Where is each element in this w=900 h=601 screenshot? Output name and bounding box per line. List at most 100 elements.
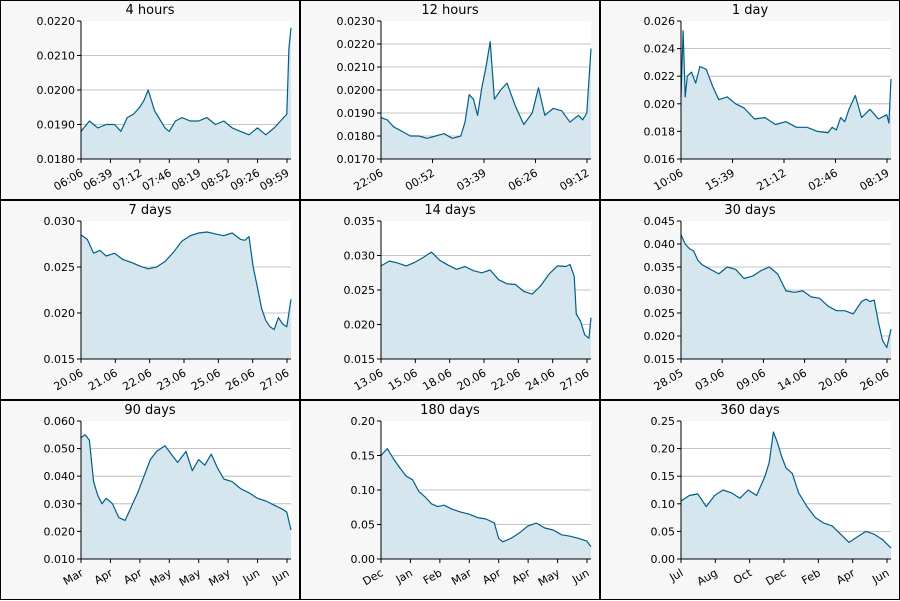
y-tick-label: 0.040 xyxy=(44,470,76,483)
chart-panel: 7 days 0.015 0.020 0.025 0.030 20.06 21.06 22.0… xyxy=(0,200,300,400)
y-tick-label: 0.0220 xyxy=(37,15,76,28)
y-tick-label: 0.15 xyxy=(351,450,376,463)
y-tick-label: 0.030 xyxy=(44,215,76,228)
y-tick-label: 0.0190 xyxy=(337,107,376,120)
x-tick-label: 08:19 xyxy=(169,166,203,193)
y-tick-label: 0.020 xyxy=(344,319,376,332)
y-tick-label: 0.0230 xyxy=(337,15,376,28)
chart-title: 30 days xyxy=(724,203,776,218)
y-tick-label: 0.0170 xyxy=(337,153,376,166)
x-tick-label: 09.06 xyxy=(734,366,768,393)
y-tick-label: 0.025 xyxy=(344,284,376,297)
y-tick-label: 0.0200 xyxy=(337,84,376,97)
x-tick-label: 09:59 xyxy=(258,166,292,193)
y-tick-label: 0.050 xyxy=(44,443,76,456)
series-line xyxy=(380,251,592,339)
chart-svg: 0.016 0.018 0.020 0.022 0.024 0.026 10:06 15:39… xyxy=(644,15,892,193)
y-tick-label: 0.030 xyxy=(344,250,376,263)
y-tick-label: 0.016 xyxy=(644,153,676,166)
y-tick-label: 0.035 xyxy=(644,261,676,274)
y-tick-label: 0.0180 xyxy=(37,153,76,166)
x-tick-label: 10:06 xyxy=(652,166,686,193)
chart-svg: 0.0170 0.0180 0.0190 0.0200 0.0210 0.0220 0.02… xyxy=(337,15,592,193)
x-tick-label: 03:39 xyxy=(455,166,489,193)
y-tick-label: 0.026 xyxy=(644,15,676,28)
x-tick-label: Mar xyxy=(61,566,86,588)
chart-svg: 0.015 0.020 0.025 0.030 20.06 21.06 22.06 23.06… xyxy=(44,215,292,393)
x-tick-label: Jun xyxy=(569,566,591,586)
y-tick-label: 0.018 xyxy=(644,125,676,138)
y-tick-label: 0.010 xyxy=(44,553,76,566)
y-tick-label: 0.05 xyxy=(351,519,376,532)
series-line xyxy=(80,231,292,331)
chart-panel: 30 days 0.015 0.020 0.025 0.030 0.035 0.040 0.0… xyxy=(600,200,900,400)
x-tick-label: Apr xyxy=(510,566,533,587)
y-tick-label: 0.00 xyxy=(351,553,376,566)
chart-panel: 1 day 0.016 0.018 0.020 0.022 0.024 0.026 10:06… xyxy=(600,0,900,200)
y-tick-label: 0.025 xyxy=(44,261,76,274)
series-line xyxy=(380,41,592,139)
y-tick-label: 0.022 xyxy=(644,70,676,83)
x-tick-label: 14.06 xyxy=(775,366,809,393)
series-area xyxy=(681,432,891,559)
x-tick-label: Aug xyxy=(695,566,720,588)
x-tick-label: Oct xyxy=(731,566,755,587)
x-tick-label: 15:39 xyxy=(703,166,737,193)
y-tick-label: 0.20 xyxy=(651,443,676,456)
x-tick-label: May xyxy=(148,566,175,589)
y-tick-label: 0.045 xyxy=(644,215,676,228)
x-tick-label: 20.06 xyxy=(52,366,86,393)
chart-title: 360 days xyxy=(720,403,780,418)
series-area xyxy=(381,41,591,160)
series-line xyxy=(80,434,292,531)
chart-panel: 14 days 0.015 0.020 0.025 0.030 0.035 13.06 15.… xyxy=(300,200,600,400)
x-tick-label: 26.06 xyxy=(223,366,257,393)
x-tick-label: 24.06 xyxy=(523,366,557,393)
x-tick-label: 23.06 xyxy=(155,366,189,393)
y-tick-label: 0.030 xyxy=(44,498,76,511)
chart-title: 7 days xyxy=(128,203,172,218)
y-tick-label: 0.015 xyxy=(644,353,676,366)
x-tick-label: Jun xyxy=(240,566,262,586)
chart-panel: 180 days 0.00 0.05 0.10 0.15 0.20 Dec Jan Feb Mar… xyxy=(300,400,600,600)
y-tick-label: 0.05 xyxy=(651,525,676,538)
chart-title: 14 days xyxy=(424,203,476,218)
y-tick-label: 0.0190 xyxy=(37,119,76,132)
series-line xyxy=(80,27,292,136)
x-tick-label: Apr xyxy=(121,566,144,587)
x-tick-label: May xyxy=(177,566,204,589)
y-tick-label: 0.060 xyxy=(44,415,76,428)
y-tick-label: 0.025 xyxy=(644,307,676,320)
chart-svg: 0.00 0.05 0.10 0.15 0.20 0.25 Jul Aug Oct Dec Feb A… xyxy=(651,415,892,588)
series-line xyxy=(680,234,892,349)
x-tick-label: 20.06 xyxy=(455,366,489,393)
y-tick-label: 0.10 xyxy=(651,498,676,511)
chart-svg: 0.0180 0.0190 0.0200 0.0210 0.0220 06:0606:39… xyxy=(37,15,292,193)
y-tick-label: 0.0210 xyxy=(37,50,76,63)
x-tick-label: 25.06 xyxy=(189,366,223,393)
x-tick-label: 09:26 xyxy=(228,166,262,193)
x-tick-label: 07:46 xyxy=(140,166,174,193)
y-tick-label: 0.020 xyxy=(44,525,76,538)
x-tick-label: Jan xyxy=(393,566,415,586)
x-tick-label: 03.06 xyxy=(693,366,727,393)
x-tick-label: Jun xyxy=(269,566,291,586)
y-tick-label: 0.015 xyxy=(44,353,76,366)
y-tick-label: 0.25 xyxy=(651,415,676,428)
chart-panel: 12 hours 0.0170 0.0180 0.0190 0.0200 0.0210 0.… xyxy=(300,0,600,200)
x-tick-label: 08:19 xyxy=(858,166,892,193)
x-tick-label: Apr xyxy=(92,566,115,587)
x-tick-label: 18.06 xyxy=(420,366,454,393)
x-tick-label: 02:46 xyxy=(806,166,840,193)
y-tick-label: 0.020 xyxy=(644,330,676,343)
x-tick-label: 06:26 xyxy=(506,166,540,193)
y-tick-label: 0.20 xyxy=(351,415,376,428)
x-tick-label: 28.05 xyxy=(652,366,686,393)
x-tick-label: 26.06 xyxy=(858,366,892,393)
x-tick-label: Mar xyxy=(449,566,474,588)
x-tick-label: Dec xyxy=(764,566,789,588)
chart-svg: 0.015 0.020 0.025 0.030 0.035 0.040 0.045 28.05… xyxy=(644,215,892,393)
x-tick-label: 22:06 xyxy=(352,166,386,193)
x-tick-label: Jul xyxy=(667,566,686,584)
series-area xyxy=(81,27,291,160)
